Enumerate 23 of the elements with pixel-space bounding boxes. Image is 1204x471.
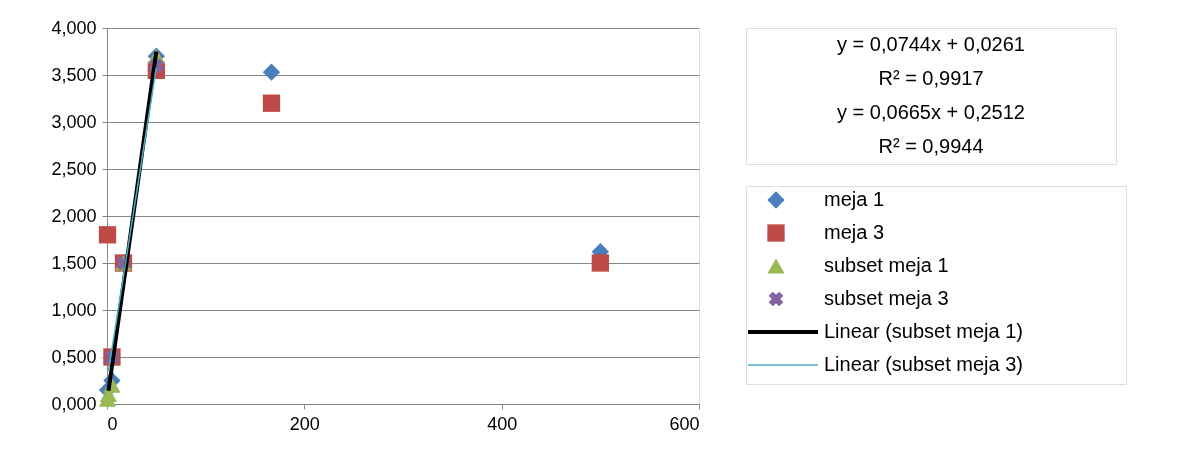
legend-label: Linear (subset meja 3) [824,353,1023,375]
legend-label: meja 3 [824,221,885,243]
text: R² = 0,9944 [878,135,984,157]
y-tick-label: 0,000 [51,393,97,414]
text: y = 0,0665x + 0,2512 [837,101,1025,123]
text: y = 0,0744x + 0,0261 [837,33,1025,55]
y-tick-label: 3,000 [51,111,97,132]
y-tick-label: 2,000 [51,205,97,226]
x-tick-label: 600 [669,413,700,434]
y-tick-label: 1,500 [51,252,97,273]
legend-label: meja 1 [824,188,885,210]
y-tick-label: 2,500 [51,158,97,179]
text: R² = 0,9917 [878,67,984,89]
legend-label: subset meja 1 [824,254,949,276]
x-tick-label: 200 [289,413,320,434]
x-tick-label: 400 [487,413,518,434]
x-tick-label: 0 [107,413,118,434]
y-tick-label: 3,500 [51,64,97,85]
y-tick-label: 0,500 [51,346,97,367]
legend-label: subset meja 3 [824,287,949,309]
y-tick-label: 4,000 [51,17,97,38]
legend-label: Linear (subset meja 1) [824,320,1023,342]
y-tick-label: 1,000 [51,299,97,320]
